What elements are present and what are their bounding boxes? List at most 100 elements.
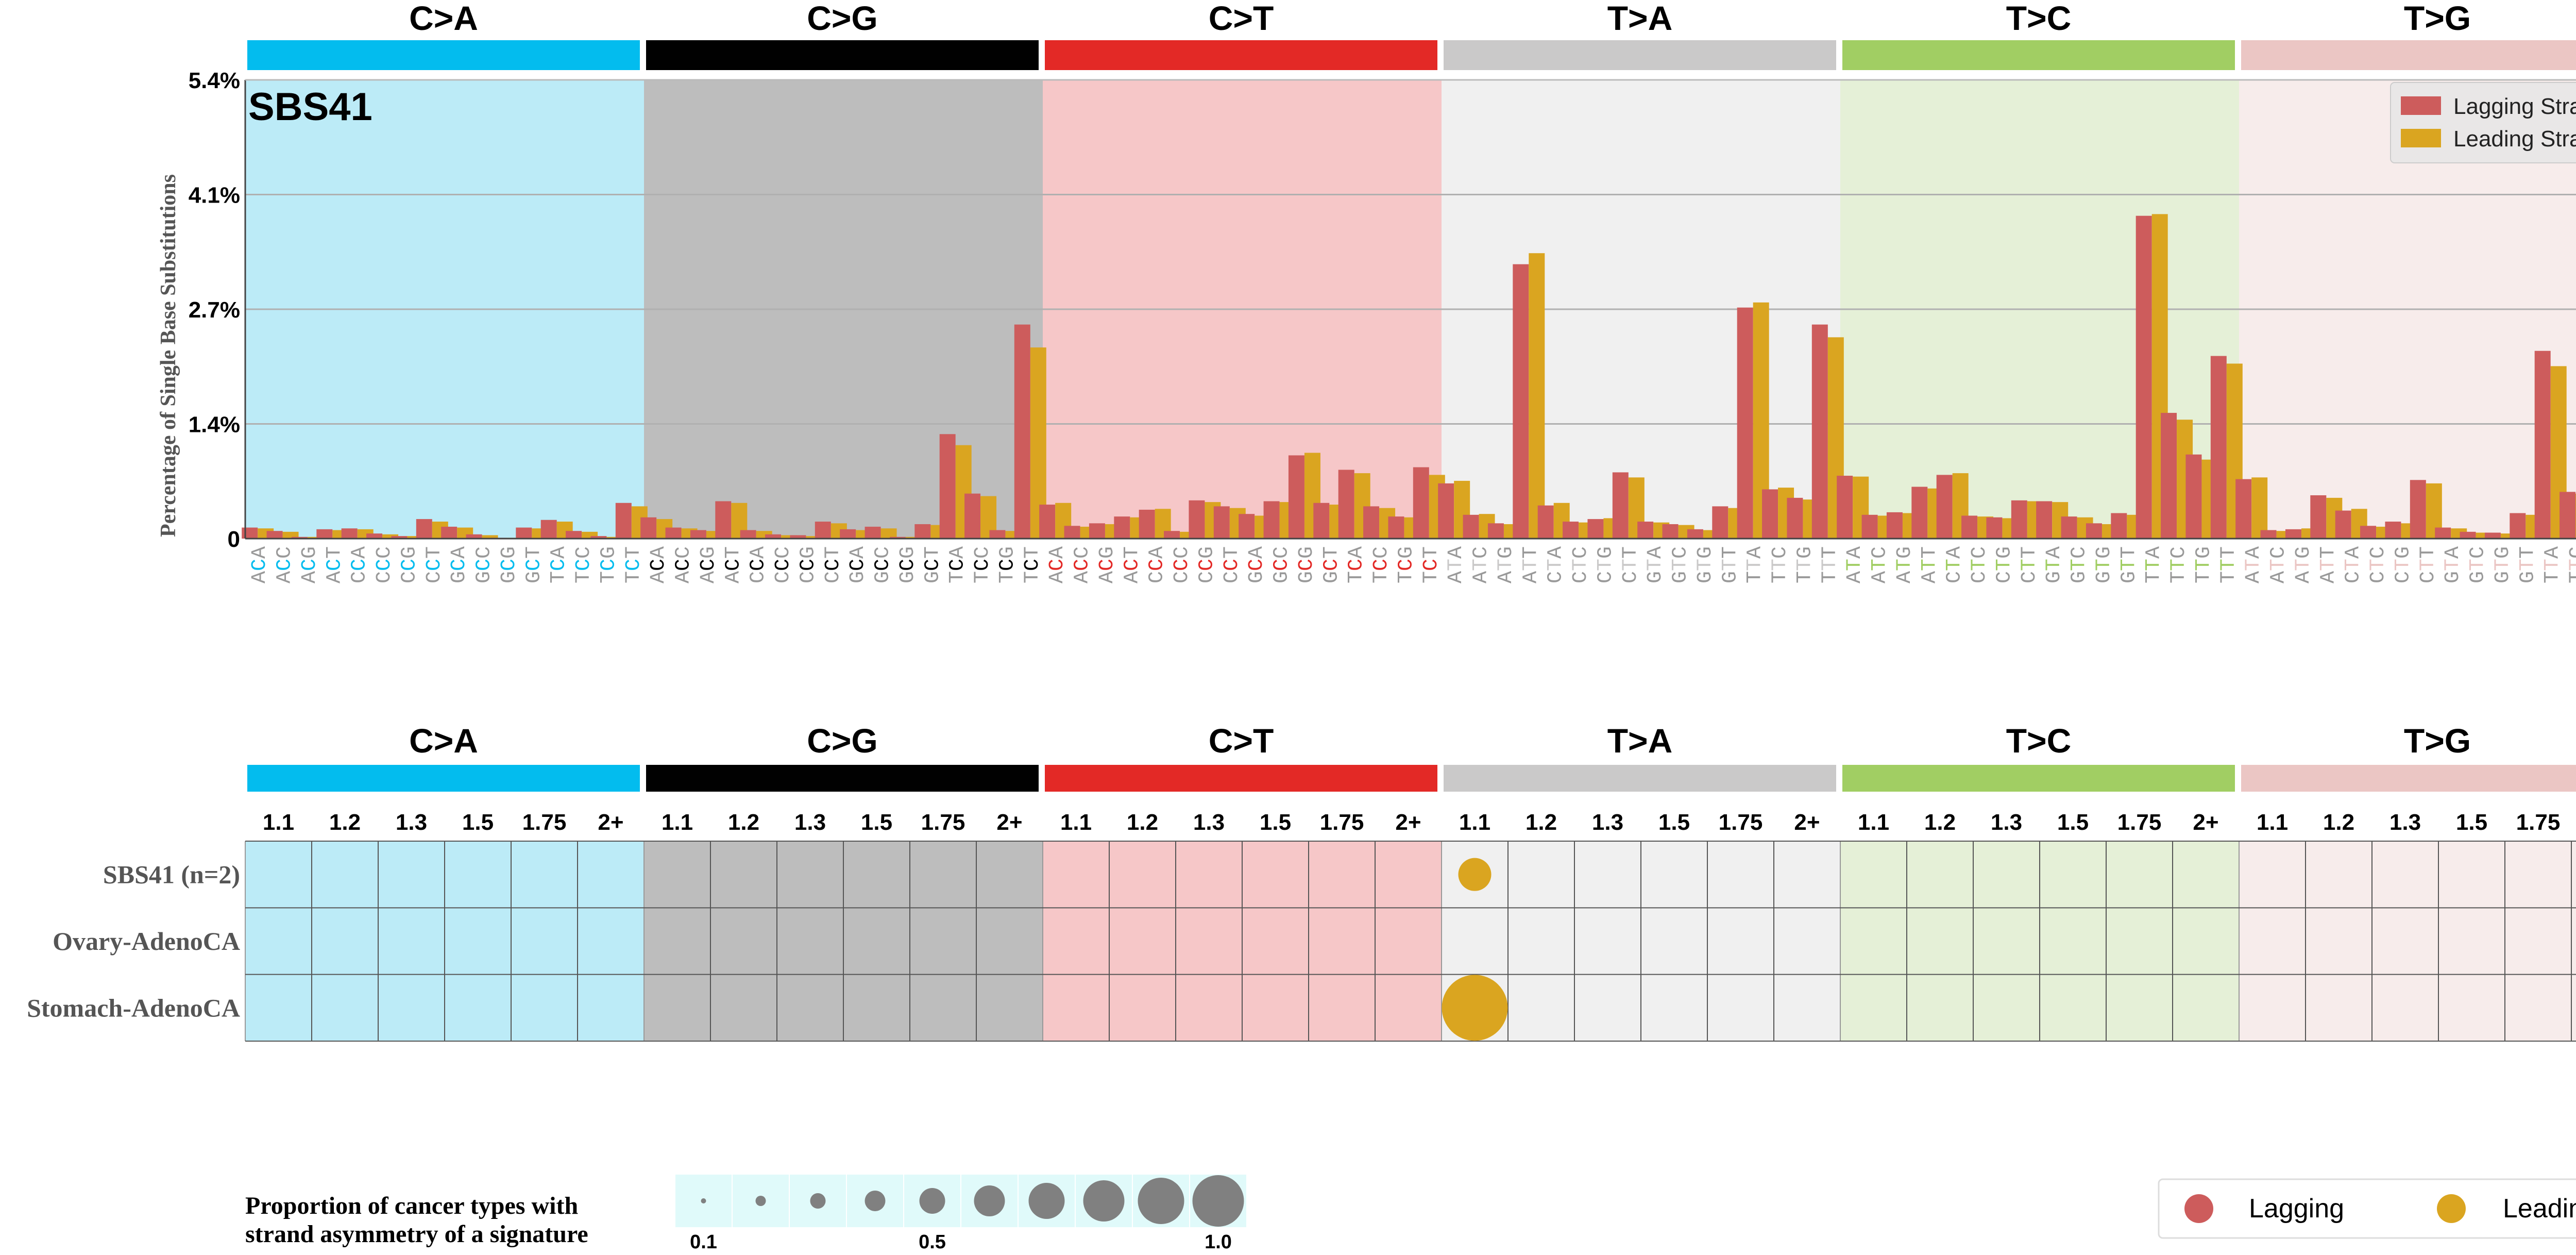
size-legend-label: 0.1 <box>690 1231 717 1253</box>
bar-lagging <box>1363 506 1380 539</box>
bar-lagging <box>1288 455 1304 539</box>
bar-leading <box>905 537 922 539</box>
bar-chart-panel: C>A C>G C>T T>A T>C T>G 0 1.4% 2.7% 4.1% 5.4% ACA… <box>157 0 2576 583</box>
bar-legend: Lagging Strand Leading Strand <box>2390 82 2576 163</box>
strip-T-G <box>2241 40 2576 70</box>
bar-lagging <box>1886 512 1903 539</box>
bar-lagging <box>441 526 457 539</box>
x-tick-label: CTA <box>1943 546 1967 583</box>
x-tick-label: ACA <box>1046 546 1069 583</box>
strip-label-C-T: C>T <box>1209 0 1274 37</box>
bar-lagging <box>740 530 756 539</box>
x-tick-label: TTC <box>1769 546 1792 583</box>
x-tick-label: TTG <box>1793 546 1817 583</box>
x-tick-label: GTC <box>1669 546 1692 583</box>
group-strips: C>A C>G C>T T>A T>C T>G <box>247 0 2576 70</box>
x-tick-label: CCG <box>1195 546 1218 583</box>
bar-lagging <box>1837 476 1853 539</box>
x-tick-label: CCC <box>1171 546 1194 583</box>
x-tick-label: ATA <box>1445 546 1468 583</box>
x-tick-label: GCT <box>1320 546 1343 583</box>
column-label: 1.1 <box>662 810 693 835</box>
bubbles <box>1442 858 1508 1041</box>
x-tick-label: ACA <box>647 546 670 583</box>
column-label: 1.1 <box>1858 810 1889 835</box>
bar-lagging <box>2335 510 2351 539</box>
grid-strip-C-A <box>247 765 640 792</box>
column-labels: 1.1 1.2 1.3 1.5 1.75 2+ 1.1 1.2 1.3 1.5 1.75 2+ 1.1 1… <box>263 810 2561 835</box>
x-tick-label: CCT <box>423 546 446 583</box>
x-tick-label: TTA <box>2143 546 2166 583</box>
x-tick-label: TTA <box>2541 546 2565 583</box>
bar-lagging <box>2136 215 2152 539</box>
column-label: 1.75 <box>522 810 567 835</box>
grid-strip-label-T-C: T>C <box>2006 722 2072 760</box>
column-label: 1.5 <box>462 810 494 835</box>
bar-lagging <box>2360 526 2377 539</box>
x-tick-label: ATC <box>1869 546 1892 583</box>
x-tick-label: TTG <box>2192 546 2215 583</box>
grid-strip-label-T-G: T>G <box>2404 722 2471 760</box>
column-label: 1.2 <box>329 810 361 835</box>
strip-label-C-G: C>G <box>807 0 878 37</box>
x-tick-label: GCA <box>846 546 870 583</box>
size-legend-dot <box>1138 1178 1184 1224</box>
column-label: 2+ <box>1794 810 1820 835</box>
bar-lagging <box>1114 516 1130 539</box>
y-tick-label: 4.1% <box>189 183 240 208</box>
bar-lagging <box>2086 523 2102 539</box>
x-tick-label: ACT <box>1121 546 1144 583</box>
chart-title: SBS41 <box>248 85 372 129</box>
bar-leading <box>1529 253 1545 539</box>
legend-label-lagging: Lagging Strand <box>2453 94 2576 119</box>
y-tick-label: 1.4% <box>189 412 240 438</box>
bar-lagging <box>266 531 283 539</box>
column-label: 1.5 <box>2057 810 2089 835</box>
x-tick-label: TTT <box>2217 546 2241 583</box>
leading-legend-dot <box>2437 1194 2466 1223</box>
bar-lagging <box>2185 454 2202 539</box>
bar-lagging <box>2534 350 2551 539</box>
bar-lagging <box>815 522 831 539</box>
column-label: 1.2 <box>1924 810 1956 835</box>
bar-leading <box>781 535 798 539</box>
bar-lagging <box>242 527 258 539</box>
x-tick-label: CTG <box>2392 546 2415 583</box>
row-label: Ovary-AdenoCA <box>53 927 240 956</box>
bar-leading <box>407 536 423 539</box>
bar-lagging <box>1537 505 1554 539</box>
bar-lagging <box>939 434 956 539</box>
x-tick-label: GTA <box>2043 546 2066 583</box>
bubble-leading <box>1442 975 1508 1041</box>
lagging-legend-dot <box>2184 1194 2213 1223</box>
bar-lagging <box>1039 505 1056 539</box>
bar-leading <box>2251 477 2268 539</box>
size-legend-label: 1.0 <box>1205 1231 1232 1253</box>
color-legend-box <box>2158 1178 2576 1239</box>
grid-strip-label-T-A: T>A <box>1607 722 1673 760</box>
x-tick-label: ATC <box>2267 546 2291 583</box>
size-legend: Proportion of cancer types with strand a… <box>245 1174 1247 1253</box>
x-tick-label: GCT <box>522 546 546 583</box>
x-tick-label: CCA <box>348 546 371 583</box>
grid-group-background <box>2239 841 2576 1041</box>
x-tick-label: ACT <box>323 546 346 583</box>
column-label: 1.75 <box>2516 810 2561 835</box>
column-label: 2+ <box>598 810 623 835</box>
bar-lagging <box>2036 501 2053 539</box>
column-label: 1.1 <box>263 810 294 835</box>
bar-lagging <box>1737 307 1753 539</box>
x-tick-label: CCC <box>373 546 396 583</box>
bar-lagging <box>1263 501 1280 539</box>
column-label: 1.3 <box>396 810 427 835</box>
bar-lagging <box>1189 500 1205 539</box>
x-tick-label: TCT <box>1420 546 1443 583</box>
column-label: 1.5 <box>1658 810 1690 835</box>
bar-lagging <box>366 533 383 539</box>
strand-color-legend: Lagging Leading <box>2158 1178 2576 1239</box>
x-tick-label: CTG <box>1594 546 1617 583</box>
x-tick-label: ATG <box>1495 546 1518 583</box>
bar-lagging <box>665 527 682 539</box>
column-label: 1.5 <box>2456 810 2487 835</box>
grid-strip-C-T <box>1045 765 1437 792</box>
